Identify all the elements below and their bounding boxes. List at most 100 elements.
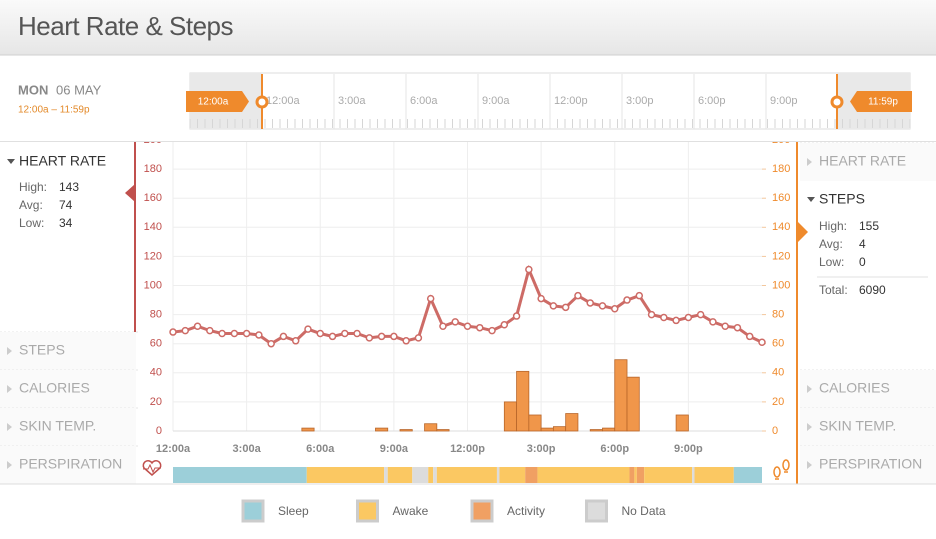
steps-bar — [399, 429, 413, 432]
heart-rate-point — [586, 299, 594, 307]
heart-rate-point — [426, 294, 435, 303]
x-tick-label: 9:00a — [380, 443, 409, 455]
y2-tick-label: 40 — [772, 367, 784, 379]
panel-item[interactable]: PERSPIRATION — [19, 456, 122, 472]
heart-rate-point — [353, 329, 361, 338]
stat-label: Low: — [819, 255, 844, 269]
panel-item-bg — [800, 446, 936, 484]
panel-item[interactable]: HEART RATE — [819, 153, 906, 169]
legend-label: Awake — [393, 504, 429, 518]
panel-item-bg — [800, 143, 936, 181]
stat-label: Low: — [19, 216, 44, 230]
legend-swatch — [470, 499, 494, 523]
steps-bar — [614, 359, 628, 432]
heart-rate-point — [758, 338, 766, 346]
collapse-arrow — [807, 158, 812, 166]
y2-tick-label: 0 — [772, 425, 778, 437]
stat-label: Total: — [819, 283, 848, 297]
heart-rate-point — [561, 303, 570, 312]
panel-item[interactable]: SKIN TEMP. — [819, 418, 896, 434]
steps-bar — [375, 427, 389, 432]
panel-item-bg — [0, 370, 136, 408]
heart-rate-point — [402, 337, 410, 345]
collapse-arrow — [7, 423, 12, 431]
timeline-label: 6:00a — [410, 95, 438, 107]
panel-item[interactable]: PERSPIRATION — [819, 456, 922, 472]
heart-rate-point — [316, 329, 324, 338]
stat-label: High: — [819, 219, 847, 233]
panel-title: STEPS — [819, 191, 865, 207]
y2-tick-label: 60 — [772, 338, 784, 350]
legend: Sleep Awake Activity No Data — [241, 499, 666, 523]
heart-rate-point — [512, 312, 521, 320]
chart: 0 20 40 60 80 100 120 140 160 180 200 0 20 40 60 80 100 1… — [136, 142, 797, 484]
x-tick-label: 3:00a — [233, 443, 262, 455]
collapse-arrow — [7, 385, 12, 393]
activity-segment — [428, 467, 434, 483]
steps-bar — [528, 414, 542, 432]
y-tick-label: 20 — [150, 396, 162, 408]
stat-value: 155 — [859, 219, 879, 233]
timeline-ticks: 12:00a 3:00a 6:00a 9:00a 12:00p 3:00p 6:00p 9:0… — [189, 74, 911, 129]
end-tag[interactable] — [850, 91, 912, 112]
legend-swatch — [241, 499, 265, 523]
timeline-label: 12:00a — [266, 95, 301, 107]
heart-rate-point — [660, 313, 668, 322]
heart-rate-point — [611, 305, 619, 313]
heart-rate-point — [304, 325, 312, 333]
stat-value: 6090 — [859, 283, 886, 297]
legend-swatch — [585, 499, 608, 523]
range-handle[interactable] — [255, 95, 269, 109]
y-tick-label: 120 — [144, 250, 162, 262]
heart-rate-point — [598, 302, 607, 310]
heart-rate-point — [181, 326, 190, 335]
heart-rate-point — [218, 329, 226, 338]
stat-value: 0 — [859, 255, 866, 269]
panel-item-bg — [800, 370, 936, 408]
collapse-arrow — [807, 385, 812, 393]
y-tick-label: 160 — [144, 192, 162, 204]
stat-value: 4 — [859, 237, 866, 251]
heart-rate-point — [696, 310, 705, 319]
y-tick-label: 0 — [156, 425, 162, 437]
heart-rate-point — [242, 329, 251, 338]
timeline-label: 9:00a — [482, 95, 510, 107]
panel-item[interactable]: STEPS — [19, 342, 65, 358]
timeline-label: 3:00a — [338, 95, 366, 107]
timeline-label: 3:00p — [626, 95, 654, 107]
activity-segment — [387, 467, 413, 483]
heart-rate-point — [267, 339, 275, 348]
y-tick-label: 40 — [150, 367, 162, 379]
stat-value: 74 — [59, 198, 73, 212]
heart-rate-point — [255, 331, 263, 339]
steps-bar — [626, 376, 640, 432]
x-tick-label: 6:00a — [306, 443, 335, 455]
activity-segment — [306, 467, 385, 483]
heart-rate-point — [721, 322, 729, 330]
heart-rate-point — [414, 334, 423, 342]
right-panel: STEPS HEART RATE High: 155 Avg: 4 Low: 0 Total:… — [798, 142, 936, 484]
range-handle[interactable] — [830, 95, 844, 109]
heart-rate-point — [635, 291, 644, 300]
steps-bar — [540, 427, 554, 432]
x-tick-label: 12:00a — [156, 443, 191, 455]
start-tag[interactable] — [186, 91, 249, 112]
date: 06 MAY — [56, 82, 102, 97]
panel-item[interactable]: SKIN TEMP. — [19, 418, 96, 434]
active-pointer — [125, 184, 135, 202]
heart-rate-point — [476, 323, 484, 332]
activity-segment — [694, 467, 734, 483]
panel-item-bg — [800, 408, 936, 446]
y2-tick-label: 100 — [772, 279, 790, 291]
activity-segment — [499, 467, 526, 483]
y-tick-label: 60 — [150, 338, 162, 350]
heart-rate-point — [193, 322, 202, 330]
y-tick-label: 80 — [150, 309, 162, 321]
timeline-label: 9:00p — [770, 95, 798, 107]
heart-rate-point — [623, 296, 631, 304]
panel-item[interactable]: CALORIES — [19, 380, 90, 396]
steps-bar — [589, 429, 603, 432]
steps-bar — [436, 429, 450, 432]
panel-item[interactable]: CALORIES — [819, 380, 890, 396]
collapse-arrow — [807, 461, 812, 469]
